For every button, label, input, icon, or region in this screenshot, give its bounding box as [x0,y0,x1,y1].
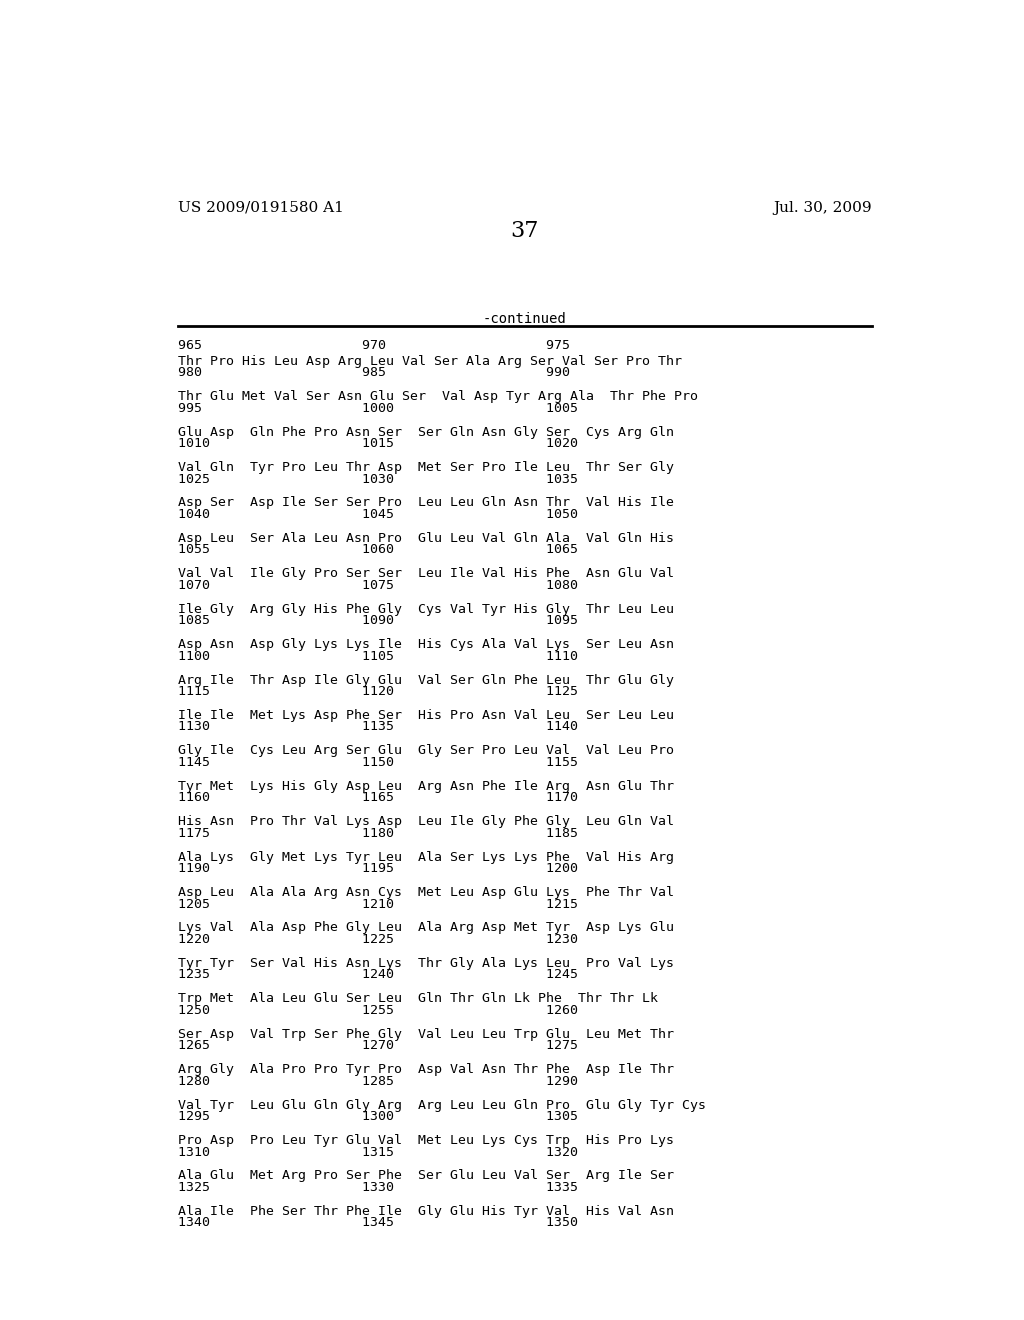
Text: Val Tyr  Leu Glu Gln Gly Arg  Arg Leu Leu Gln Pro  Glu Gly Tyr Cys: Val Tyr Leu Glu Gln Gly Arg Arg Leu Leu … [178,1098,707,1111]
Text: Ser Asp  Val Trp Ser Phe Gly  Val Leu Leu Trp Glu  Leu Met Thr: Ser Asp Val Trp Ser Phe Gly Val Leu Leu … [178,1028,675,1040]
Text: His Asn  Pro Thr Val Lys Asp  Leu Ile Gly Phe Gly  Leu Gln Val: His Asn Pro Thr Val Lys Asp Leu Ile Gly … [178,816,675,828]
Text: Pro Asp  Pro Leu Tyr Glu Val  Met Leu Lys Cys Trp  His Pro Lys: Pro Asp Pro Leu Tyr Glu Val Met Leu Lys … [178,1134,675,1147]
Text: 1085                   1090                   1095: 1085 1090 1095 [178,614,579,627]
Text: Lys Val  Ala Asp Phe Gly Leu  Ala Arg Asp Met Tyr  Asp Lys Glu: Lys Val Ala Asp Phe Gly Leu Ala Arg Asp … [178,921,675,935]
Text: Trp Met  Ala Leu Glu Ser Leu  Gln Thr Gln Lk Phe  Thr Thr Lk: Trp Met Ala Leu Glu Ser Leu Gln Thr Gln … [178,993,658,1006]
Text: 1235                   1240                   1245: 1235 1240 1245 [178,969,579,982]
Text: 1250                   1255                   1260: 1250 1255 1260 [178,1003,579,1016]
Text: 1145                   1150                   1155: 1145 1150 1155 [178,756,579,770]
Text: 1340                   1345                   1350: 1340 1345 1350 [178,1217,579,1229]
Text: 1175                   1180                   1185: 1175 1180 1185 [178,826,579,840]
Text: 1115                   1120                   1125: 1115 1120 1125 [178,685,579,698]
Text: 1220                   1225                   1230: 1220 1225 1230 [178,933,579,946]
Text: Ile Gly  Arg Gly His Phe Gly  Cys Val Tyr His Gly  Thr Leu Leu: Ile Gly Arg Gly His Phe Gly Cys Val Tyr … [178,603,675,615]
Text: 1325                   1330                   1335: 1325 1330 1335 [178,1181,579,1195]
Text: 1265                   1270                   1275: 1265 1270 1275 [178,1039,579,1052]
Text: Val Gln  Tyr Pro Leu Thr Asp  Met Ser Pro Ile Leu  Thr Ser Gly: Val Gln Tyr Pro Leu Thr Asp Met Ser Pro … [178,461,675,474]
Text: Asp Asn  Asp Gly Lys Lys Ile  His Cys Ala Val Lys  Ser Leu Asn: Asp Asn Asp Gly Lys Lys Ile His Cys Ala … [178,638,675,651]
Text: 1160                   1165                   1170: 1160 1165 1170 [178,792,579,804]
Text: Ala Lys  Gly Met Lys Tyr Leu  Ala Ser Lys Lys Phe  Val His Arg: Ala Lys Gly Met Lys Tyr Leu Ala Ser Lys … [178,850,675,863]
Text: 1205                   1210                   1215: 1205 1210 1215 [178,898,579,911]
Text: 1295                   1300                   1305: 1295 1300 1305 [178,1110,579,1123]
Text: 1025                   1030                   1035: 1025 1030 1035 [178,473,579,486]
Text: Glu Asp  Gln Phe Pro Asn Ser  Ser Gln Asn Gly Ser  Cys Arg Gln: Glu Asp Gln Phe Pro Asn Ser Ser Gln Asn … [178,425,675,438]
Text: Ala Glu  Met Arg Pro Ser Phe  Ser Glu Leu Val Ser  Arg Ile Ser: Ala Glu Met Arg Pro Ser Phe Ser Glu Leu … [178,1170,675,1183]
Text: -continued: -continued [483,313,566,326]
Text: Jul. 30, 2009: Jul. 30, 2009 [773,201,872,215]
Text: Arg Gly  Ala Pro Pro Tyr Pro  Asp Val Asn Thr Phe  Asp Ile Thr: Arg Gly Ala Pro Pro Tyr Pro Asp Val Asn … [178,1063,675,1076]
Text: Asp Ser  Asp Ile Ser Ser Pro  Leu Leu Gln Asn Thr  Val His Ile: Asp Ser Asp Ile Ser Ser Pro Leu Leu Gln … [178,496,675,510]
Text: 1010                   1015                   1020: 1010 1015 1020 [178,437,579,450]
Text: 965                    970                    975: 965 970 975 [178,339,570,351]
Text: 1040                   1045                   1050: 1040 1045 1050 [178,508,579,521]
Text: Asp Leu  Ser Ala Leu Asn Pro  Glu Leu Val Gln Ala  Val Gln His: Asp Leu Ser Ala Leu Asn Pro Glu Leu Val … [178,532,675,545]
Text: Ala Ile  Phe Ser Thr Phe Ile  Gly Glu His Tyr Val  His Val Asn: Ala Ile Phe Ser Thr Phe Ile Gly Glu His … [178,1205,675,1218]
Text: Arg Ile  Thr Asp Ile Gly Glu  Val Ser Gln Phe Leu  Thr Glu Gly: Arg Ile Thr Asp Ile Gly Glu Val Ser Gln … [178,673,675,686]
Text: Thr Glu Met Val Ser Asn Glu Ser  Val Asp Tyr Arg Ala  Thr Phe Pro: Thr Glu Met Val Ser Asn Glu Ser Val Asp … [178,391,698,403]
Text: Tyr Met  Lys His Gly Asp Leu  Arg Asn Phe Ile Arg  Asn Glu Thr: Tyr Met Lys His Gly Asp Leu Arg Asn Phe … [178,780,675,793]
Text: 37: 37 [511,220,539,242]
Text: 1280                   1285                   1290: 1280 1285 1290 [178,1074,579,1088]
Text: 980                    985                    990: 980 985 990 [178,367,570,379]
Text: Asp Leu  Ala Ala Arg Asn Cys  Met Leu Asp Glu Lys  Phe Thr Val: Asp Leu Ala Ala Arg Asn Cys Met Leu Asp … [178,886,675,899]
Text: 1070                   1075                   1080: 1070 1075 1080 [178,579,579,591]
Text: 1310                   1315                   1320: 1310 1315 1320 [178,1146,579,1159]
Text: 1055                   1060                   1065: 1055 1060 1065 [178,544,579,557]
Text: 1190                   1195                   1200: 1190 1195 1200 [178,862,579,875]
Text: US 2009/0191580 A1: US 2009/0191580 A1 [178,201,344,215]
Text: Gly Ile  Cys Leu Arg Ser Glu  Gly Ser Pro Leu Val  Val Leu Pro: Gly Ile Cys Leu Arg Ser Glu Gly Ser Pro … [178,744,675,758]
Text: 1100                   1105                   1110: 1100 1105 1110 [178,649,579,663]
Text: Val Val  Ile Gly Pro Ser Ser  Leu Ile Val His Phe  Asn Glu Val: Val Val Ile Gly Pro Ser Ser Leu Ile Val … [178,568,675,581]
Text: Ile Ile  Met Lys Asp Phe Ser  His Pro Asn Val Leu  Ser Leu Leu: Ile Ile Met Lys Asp Phe Ser His Pro Asn … [178,709,675,722]
Text: 995                    1000                   1005: 995 1000 1005 [178,401,579,414]
Text: Thr Pro His Leu Asp Arg Leu Val Ser Ala Arg Ser Val Ser Pro Thr: Thr Pro His Leu Asp Arg Leu Val Ser Ala … [178,355,682,368]
Text: 1130                   1135                   1140: 1130 1135 1140 [178,721,579,734]
Text: Tyr Tyr  Ser Val His Asn Lys  Thr Gly Ala Lys Leu  Pro Val Lys: Tyr Tyr Ser Val His Asn Lys Thr Gly Ala … [178,957,675,970]
